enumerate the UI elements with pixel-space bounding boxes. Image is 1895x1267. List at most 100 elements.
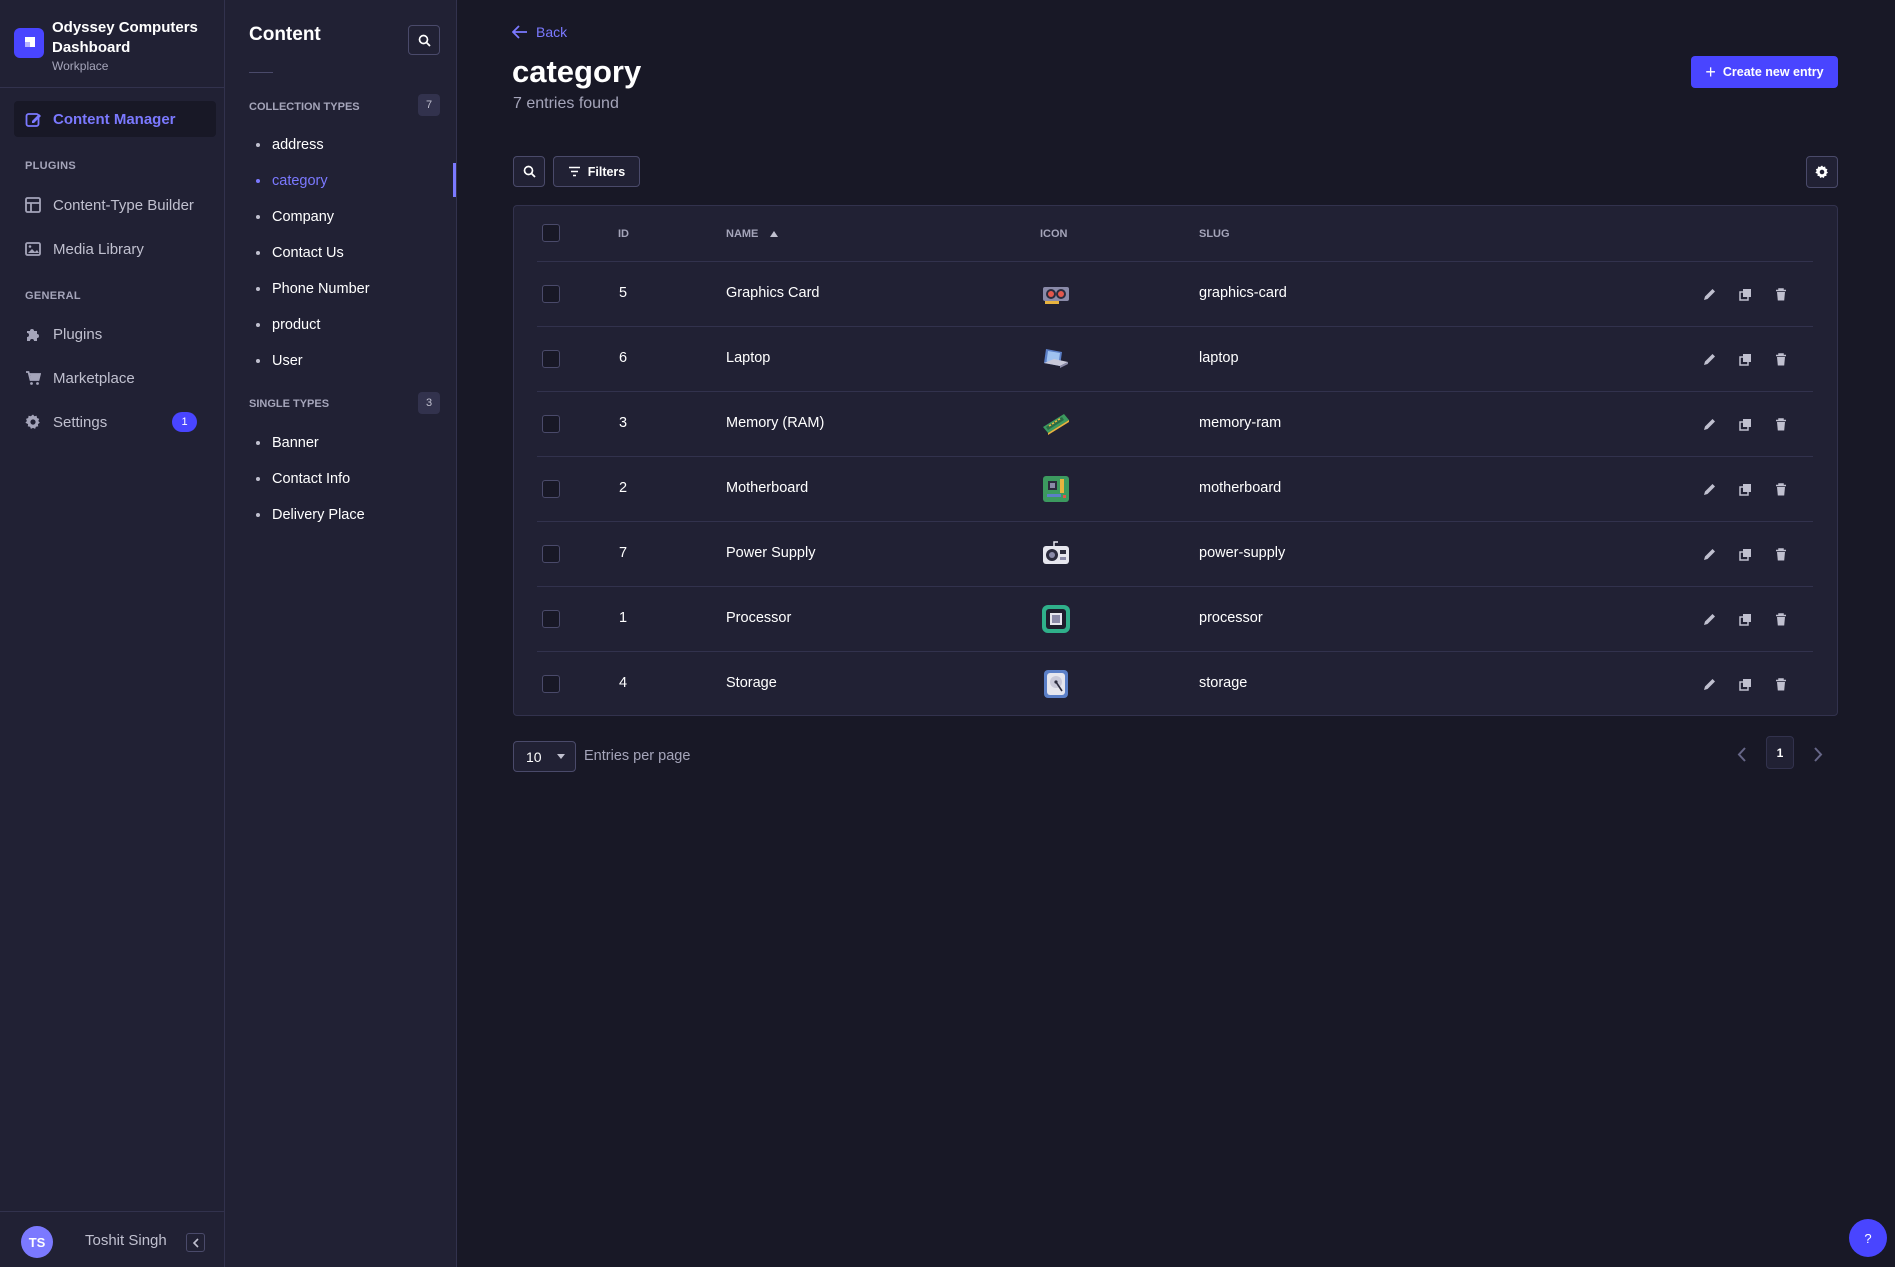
trash-icon[interactable] [1771,544,1791,564]
subnav-title: Content [249,24,321,45]
edit-icon[interactable] [1699,349,1719,369]
duplicate-icon[interactable] [1735,479,1755,499]
column-header-slug[interactable]: SLUG [1199,228,1230,240]
subnav-item-contact-us[interactable]: Contact Us [249,238,454,268]
user-name[interactable]: Toshit Singh [85,1232,167,1249]
divider [0,1211,224,1212]
cell-id[interactable]: 2 [619,480,628,496]
row-checkbox[interactable] [542,480,560,498]
edit-icon[interactable] [1699,284,1719,304]
edit-icon[interactable] [1699,414,1719,434]
column-header-icon[interactable]: ICON [1040,228,1068,240]
cell-id[interactable]: 3 [619,415,628,431]
subnav-search-button[interactable] [408,25,440,55]
cell-name[interactable]: Graphics Card [726,285,820,301]
cell-name[interactable]: Power Supply [726,545,816,561]
plugins-section-title: PLUGINS [25,160,76,172]
column-header-id[interactable]: ID [618,228,629,240]
next-page-button[interactable] [1808,742,1828,766]
subnav-item-phone-number[interactable]: Phone Number [249,274,454,304]
edit-icon[interactable] [1699,479,1719,499]
previous-page-button[interactable] [1731,742,1751,766]
subnav-item-user[interactable]: User [249,346,454,376]
duplicate-icon[interactable] [1735,674,1755,694]
edit-icon[interactable] [1699,674,1719,694]
cell-slug[interactable]: processor [1199,610,1263,626]
cell-name[interactable]: Motherboard [726,480,809,496]
entries-per-page-select[interactable]: 10 [513,741,576,772]
subnav-item-label: Company [272,209,335,225]
nav-media-library[interactable]: Media Library [14,231,216,267]
subnav-item-address[interactable]: address [249,130,454,160]
nav-plugins[interactable]: Plugins [14,316,216,352]
filters-button[interactable]: Filters [553,156,640,187]
row-checkbox[interactable] [542,415,560,433]
bullet [256,179,260,183]
nav-content-type-builder[interactable]: Content-Type Builder [14,187,216,223]
cell-id[interactable]: 5 [619,285,628,301]
nav-content-type-builder-label: Content-Type Builder [53,196,194,214]
subnav-item-contact-info[interactable]: Contact Info [249,464,454,494]
list-settings-button[interactable] [1806,156,1838,188]
duplicate-icon[interactable] [1735,349,1755,369]
cell-id[interactable]: 6 [619,350,628,366]
help-button[interactable]: ? [1849,1219,1887,1257]
cell-name[interactable]: Processor [726,610,792,626]
trash-icon[interactable] [1771,284,1791,304]
motherboard-icon [1040,473,1072,505]
nav-marketplace[interactable]: Marketplace [14,360,216,396]
row-checkbox[interactable] [542,675,560,693]
duplicate-icon[interactable] [1735,414,1755,434]
cell-name[interactable]: Memory (RAM) [726,415,825,431]
subnav-item-label: Phone Number [272,281,370,297]
trash-icon[interactable] [1771,479,1791,499]
row-checkbox[interactable] [542,610,560,628]
avatar[interactable]: TS [21,1226,53,1258]
subnav-item-product[interactable]: product [249,310,454,340]
cell-slug[interactable]: motherboard [1199,480,1282,496]
subnav-item-delivery-place[interactable]: Delivery Place [249,500,454,530]
nav-media-library-label: Media Library [53,240,144,258]
create-new-entry-button[interactable]: + Create new entry [1691,56,1838,88]
trash-icon[interactable] [1771,674,1791,694]
gear-icon [25,414,42,431]
cell-slug[interactable]: storage [1199,675,1248,691]
cell-slug[interactable]: power-supply [1199,545,1286,561]
column-header-name[interactable]: NAME [726,228,779,240]
back-label: Back [536,24,568,40]
select-all-checkbox[interactable] [542,224,560,242]
cell-slug[interactable]: graphics-card [1199,285,1287,301]
cell-slug[interactable]: memory-ram [1199,415,1282,431]
duplicate-icon[interactable] [1735,609,1755,629]
duplicate-icon[interactable] [1735,544,1755,564]
row-checkbox[interactable] [542,545,560,563]
page-1-button[interactable]: 1 [1766,736,1794,769]
subnav-item-banner[interactable]: Banner [249,428,454,458]
subnav-item-category[interactable]: category [249,166,454,196]
row-checkbox[interactable] [542,285,560,303]
power-supply-icon [1040,538,1072,570]
nav-settings[interactable]: Settings 1 [14,404,216,440]
cell-id[interactable]: 7 [619,545,628,561]
cell-slug[interactable]: laptop [1199,350,1239,366]
cell-name[interactable]: Laptop [726,350,771,366]
trash-icon[interactable] [1771,414,1791,434]
laptop-icon [1040,343,1072,375]
filters-label: Filters [587,164,626,179]
bullet [256,323,260,327]
row-checkbox[interactable] [542,350,560,368]
back-link[interactable]: Back [512,24,567,40]
cell-name[interactable]: Storage [726,675,777,691]
collapse-nav-button[interactable] [186,1233,205,1252]
cell-id[interactable]: 1 [619,610,628,626]
nav-content-manager[interactable]: Content Manager [14,101,216,137]
edit-icon[interactable] [1699,609,1719,629]
table-search-button[interactable] [513,156,545,187]
edit-icon[interactable] [1699,544,1719,564]
trash-icon[interactable] [1771,609,1791,629]
cell-id[interactable]: 4 [619,675,628,691]
content-subnav: Content COLLECTION TYPES 7 address categ… [225,0,457,1267]
subnav-item-company[interactable]: Company [249,202,454,232]
trash-icon[interactable] [1771,349,1791,369]
duplicate-icon[interactable] [1735,284,1755,304]
